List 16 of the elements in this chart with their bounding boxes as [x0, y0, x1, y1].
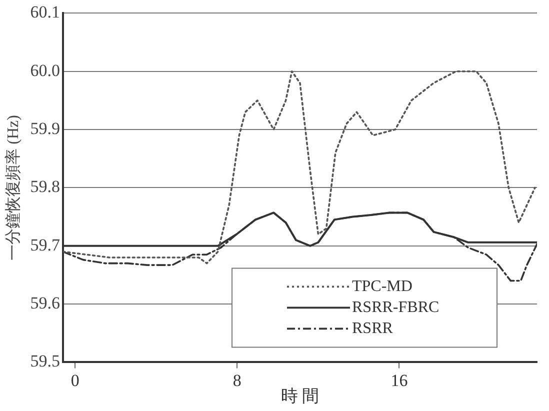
y-tick-label: 59.9 [30, 119, 60, 138]
y-tick-label: 60.1 [30, 2, 60, 22]
x-tick-label: 8 [232, 370, 242, 390]
x-tick-label: 0 [70, 370, 80, 390]
legend-label: TPC-MD [352, 278, 412, 295]
legend-label: RSRR-FBRC [352, 298, 440, 316]
y-axis-title: 一分鐘恢復頻率 (Hz) [4, 115, 22, 260]
y-tick-label: 60.0 [30, 60, 60, 80]
y-tick-label: 59.6 [30, 294, 60, 312]
y-tick-label: 59.8 [30, 177, 60, 196]
y-tick-label: 59.7 [30, 235, 60, 254]
legend-label: RSRR [352, 320, 394, 337]
x-axis-title: 時 間 [280, 386, 320, 406]
x-tick-label: 16 [390, 370, 408, 390]
line-series [62, 70, 536, 264]
y-tick-label: 59.5 [30, 352, 60, 371]
